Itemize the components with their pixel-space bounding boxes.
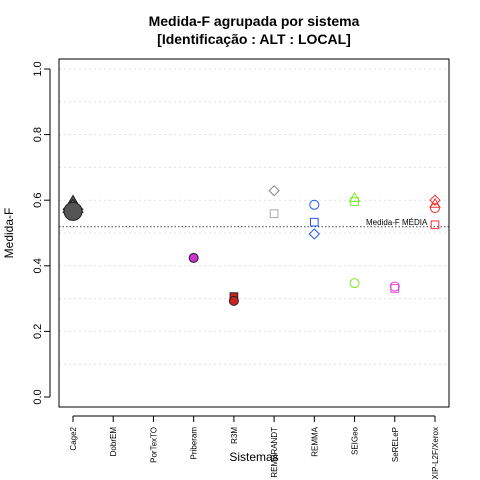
x-tick-label: DobrEM [109, 427, 118, 457]
y-tick-label: 1.0 [32, 61, 44, 76]
y-tick-label: 0.2 [32, 324, 44, 339]
data-point-triangle [348, 191, 361, 202]
y-tick-label: 0.6 [32, 193, 44, 208]
y-tick-label: 0.4 [32, 258, 44, 273]
data-point-diamond [308, 228, 320, 240]
data-point-square [390, 284, 400, 293]
x-tick-label: Cage2 [69, 426, 78, 450]
reference-line-group: Medida-F MÉDIA [59, 218, 449, 228]
y-axis-label: Medida-F [2, 208, 16, 259]
x-tick-label: R3M [230, 427, 239, 444]
data-point-circle [389, 281, 400, 292]
x-tick-label: REMMA [310, 426, 319, 456]
data-point-diamond [429, 194, 441, 206]
data-point-square [430, 220, 440, 230]
data-point-triangle [429, 197, 441, 208]
y-axis: 0.0 0.2 0.4 0.6 0.8 1.0 [32, 61, 51, 405]
y-tick-label: 0.0 [32, 389, 44, 404]
x-tick-label: Priberam [190, 427, 199, 460]
grid-lines [59, 68, 449, 365]
data-point-circle [188, 252, 199, 263]
reference-line-label: Medida-F MÉDIA [366, 218, 428, 227]
y-tick-label: 0.8 [32, 127, 44, 142]
x-axis-label: Sistemas [229, 450, 278, 464]
x-axis: Cage2 DobrEM PorTexTO Priberam R3M REMBRANDT R… [69, 415, 440, 479]
data-points [62, 185, 441, 306]
data-point-circle [228, 295, 239, 306]
data-point-square [350, 197, 359, 206]
data-point-circle [309, 199, 320, 210]
chart-title-line1: Medida-F agrupada por sistema [149, 13, 360, 29]
data-point-square [310, 217, 319, 227]
x-tick-label: PorTexTO [149, 427, 158, 463]
x-tick-label: SeRELeP [391, 427, 400, 462]
x-tick-label: REMBRANDT [270, 427, 279, 478]
data-point-square [269, 209, 279, 218]
data-point-circle [63, 201, 83, 221]
data-point-diamond [268, 185, 280, 197]
chart-title-line2: [Identificação : ALT : LOCAL] [157, 31, 351, 47]
plot-frame [58, 58, 450, 408]
data-point-circle [349, 278, 360, 289]
x-tick-label: XIP-L2F/Xerox [431, 427, 440, 479]
x-tick-label: SEIGeo [351, 426, 360, 455]
data-point-circle [430, 203, 440, 214]
